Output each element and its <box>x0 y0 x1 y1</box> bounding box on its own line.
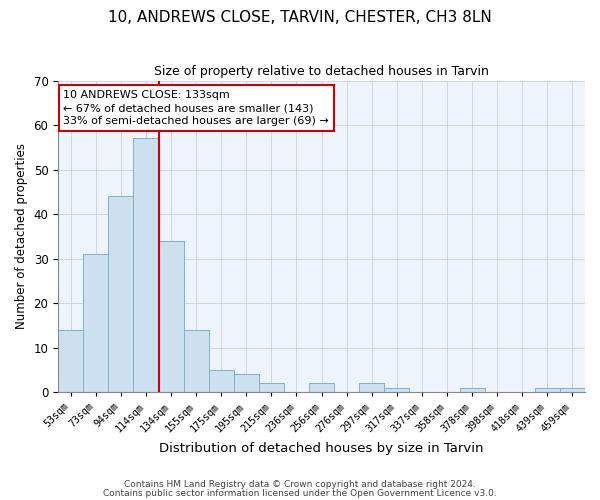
Y-axis label: Number of detached properties: Number of detached properties <box>15 144 28 330</box>
Bar <box>133 138 158 392</box>
Bar <box>83 254 109 392</box>
X-axis label: Distribution of detached houses by size in Tarvin: Distribution of detached houses by size … <box>160 442 484 455</box>
Bar <box>535 388 560 392</box>
Bar <box>359 383 384 392</box>
Bar <box>109 196 133 392</box>
Text: Contains public sector information licensed under the Open Government Licence v3: Contains public sector information licen… <box>103 488 497 498</box>
Bar <box>58 330 83 392</box>
Title: Size of property relative to detached houses in Tarvin: Size of property relative to detached ho… <box>154 65 489 78</box>
Text: Contains HM Land Registry data © Crown copyright and database right 2024.: Contains HM Land Registry data © Crown c… <box>124 480 476 489</box>
Bar <box>460 388 485 392</box>
Bar <box>259 383 284 392</box>
Bar <box>184 330 209 392</box>
Text: 10 ANDREWS CLOSE: 133sqm
← 67% of detached houses are smaller (143)
33% of semi-: 10 ANDREWS CLOSE: 133sqm ← 67% of detach… <box>64 90 329 126</box>
Bar <box>384 388 409 392</box>
Text: 10, ANDREWS CLOSE, TARVIN, CHESTER, CH3 8LN: 10, ANDREWS CLOSE, TARVIN, CHESTER, CH3 … <box>108 10 492 25</box>
Bar <box>209 370 234 392</box>
Bar <box>158 241 184 392</box>
Bar <box>234 374 259 392</box>
Bar <box>309 383 334 392</box>
Bar <box>560 388 585 392</box>
